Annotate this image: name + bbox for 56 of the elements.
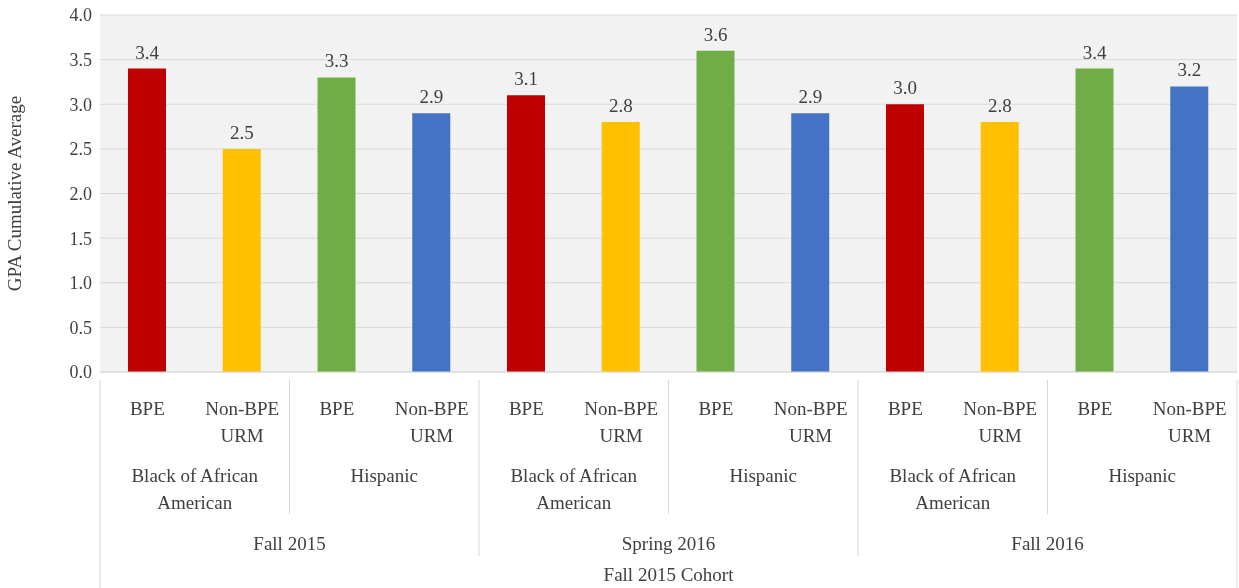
text: Black of African American — [510, 465, 638, 513]
text: Hispanic — [350, 465, 419, 486]
y-tick-label: 1.0 — [69, 273, 92, 294]
y-tick-label: 1.5 — [69, 228, 92, 249]
data-label: 3.4 — [135, 41, 160, 63]
bar — [1170, 86, 1209, 372]
x-tick-label: BPE — [319, 398, 355, 419]
y-tick-label: 2.5 — [69, 139, 92, 160]
bar — [791, 113, 830, 372]
data-label: 3.6 — [703, 23, 728, 45]
data-label: 2.9 — [798, 86, 823, 108]
x-tick-label: Non-BPE URM — [1152, 398, 1227, 446]
text: Fall 2016 — [1011, 533, 1084, 554]
bar — [886, 104, 924, 372]
y-tick-label: 4.0 — [69, 5, 92, 26]
data-label: 3.3 — [324, 50, 349, 72]
text: Hispanic — [1108, 465, 1177, 486]
text: Black of African American — [889, 465, 1017, 513]
bar — [412, 113, 451, 372]
data-label: 2.8 — [608, 95, 633, 117]
text: Hispanic — [729, 465, 798, 486]
y-tick-label: 0.5 — [69, 317, 92, 338]
x-tick-label: Non-BPE URM — [394, 398, 469, 446]
data-label: 3.4 — [1082, 41, 1107, 63]
bar — [601, 122, 640, 372]
x-tick-label: BPE — [698, 398, 734, 419]
text: Spring 2016 — [621, 533, 716, 554]
data-label: 2.9 — [419, 86, 444, 108]
bar — [128, 68, 166, 372]
bar — [317, 77, 356, 372]
text: Black of African American — [131, 465, 259, 513]
data-label: 3.2 — [1177, 59, 1202, 81]
y-tick-label: 0.0 — [69, 362, 92, 383]
x-tick-label: BPE — [887, 398, 923, 419]
y-axis-title: GPA Cumulative Average — [3, 95, 25, 292]
y-tick-label: 3.5 — [69, 50, 92, 71]
data-label: 3.1 — [514, 68, 538, 90]
x-tick-label: Non-BPE URM — [963, 398, 1038, 446]
bar — [507, 95, 545, 372]
x-tick-label: BPE — [129, 398, 165, 419]
x-tick-label: Non-BPE URM — [584, 398, 659, 446]
data-label: 2.5 — [229, 121, 254, 143]
y-tick-label: 2.0 — [69, 183, 92, 204]
x-tick-label: BPE — [508, 398, 544, 419]
y-tick-label: 3.0 — [69, 94, 92, 115]
x-tick-label: Non-BPE URM — [773, 398, 848, 446]
bar — [696, 50, 735, 372]
x-tick-label: BPE — [1077, 398, 1113, 419]
text: Fall 2015 Cohort — [603, 564, 735, 585]
data-label: 2.8 — [987, 95, 1012, 117]
x-tick-label: Non-BPE URM — [205, 398, 280, 446]
text: Fall 2015 — [253, 533, 326, 554]
bar — [1075, 68, 1114, 372]
bar — [222, 148, 261, 372]
data-label: 3.0 — [893, 77, 917, 99]
bar — [980, 122, 1019, 372]
